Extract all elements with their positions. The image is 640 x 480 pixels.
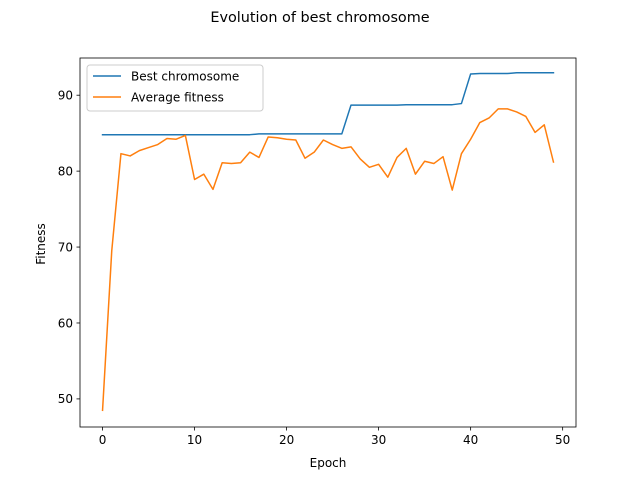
x-tick-label: 50 (555, 433, 570, 447)
y-tick-label: 60 (58, 316, 73, 330)
y-tick-label: 90 (58, 89, 73, 103)
y-tick-label: 80 (58, 164, 73, 178)
x-tick-label: 10 (187, 433, 202, 447)
legend: Best chromosome Average fitness (86, 64, 264, 112)
y-tick-label: 70 (58, 240, 73, 254)
series-line-1 (101, 72, 555, 136)
legend-label-1: Best chromosome (131, 69, 239, 83)
axes-frame (79, 57, 577, 428)
y-axis-label: Fitness (34, 223, 48, 265)
plot-area: 0 10 20 30 40 50 50 60 70 80 90 (58, 57, 577, 447)
chart-title: Evolution of best chromosome (210, 10, 429, 26)
x-tick-label: 40 (463, 433, 478, 447)
legend-box (86, 64, 264, 112)
x-tick-label: 20 (279, 433, 294, 447)
series-line-2 (101, 108, 555, 412)
legend-label-2: Average fitness (131, 90, 224, 104)
y-tick-label: 50 (58, 392, 73, 406)
x-axis-label: Epoch (310, 456, 347, 470)
x-tick-label: 30 (371, 433, 386, 447)
x-tick-label: 0 (99, 433, 107, 447)
